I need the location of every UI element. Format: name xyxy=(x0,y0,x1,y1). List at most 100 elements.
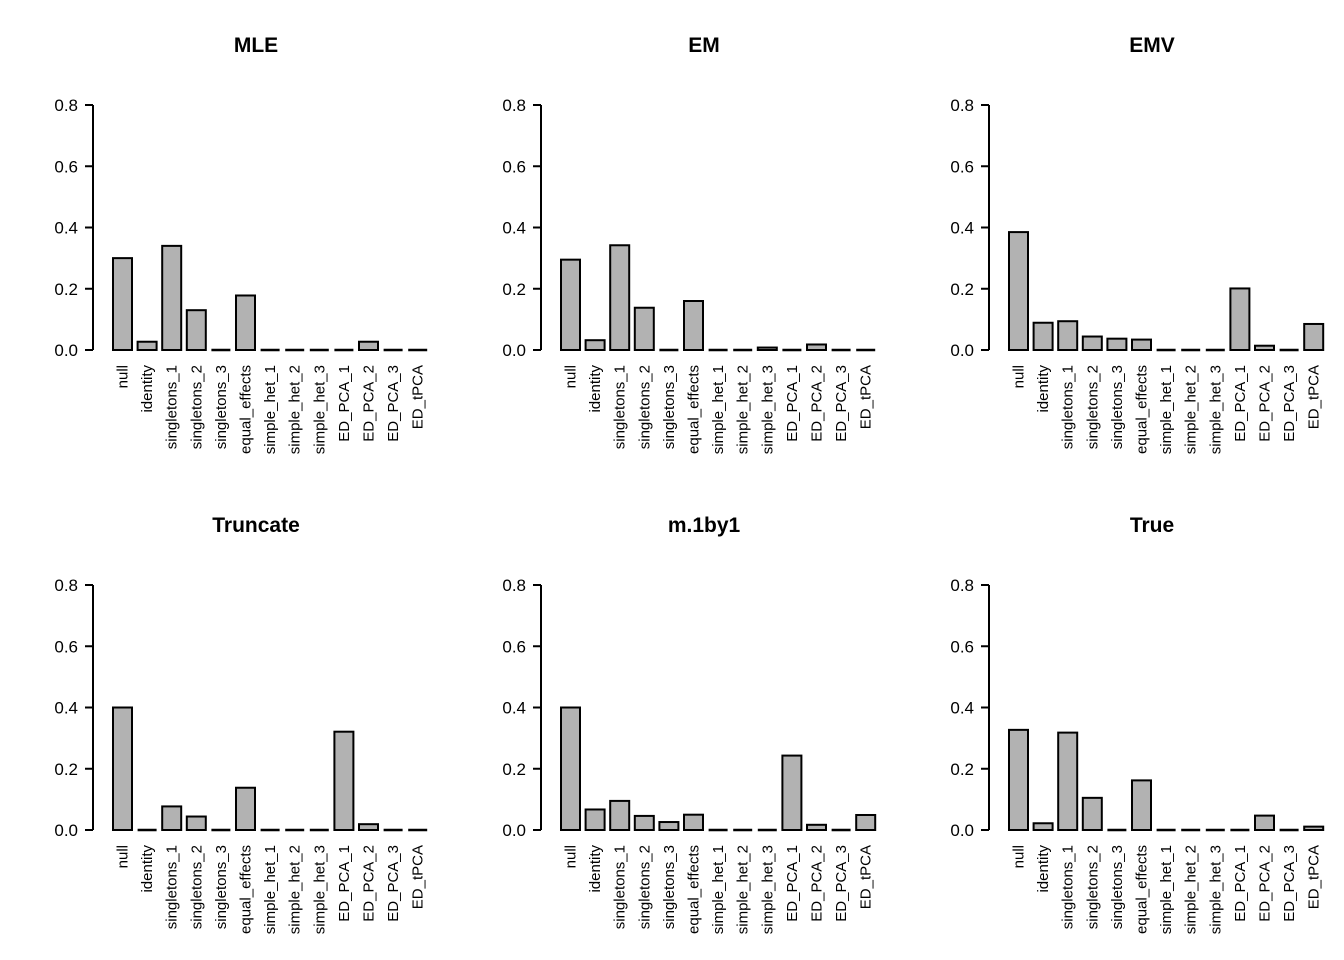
x-label-ED_tPCA: ED_tPCA xyxy=(858,365,875,429)
x-label-singletons_1: singletons_1 xyxy=(164,365,181,449)
x-label-null: null xyxy=(563,845,580,868)
bar-singletons_1 xyxy=(609,799,631,831)
bar-null xyxy=(112,257,133,351)
bar-ED_PCA_1 xyxy=(781,754,803,831)
x-label-ED_PCA_3: ED_PCA_3 xyxy=(385,845,402,922)
bar-ED_tPCA xyxy=(1303,825,1325,832)
chart-svg-true: True 0.0 0.2 0.4 0.6 0.8 null identity singleton… xyxy=(950,514,1325,934)
x-label-singletons_3: singletons_3 xyxy=(213,365,230,449)
bar-null xyxy=(1008,231,1029,351)
bar-singletons_2 xyxy=(185,815,207,831)
chart-title: Truncate xyxy=(212,514,300,537)
x-label-simple_het_3: simple_het_3 xyxy=(1207,845,1224,934)
x-label-equal_effects: equal_effects xyxy=(686,845,703,934)
chart-panel-emv: EMV 0.0 0.2 0.4 0.6 0.8 null identity singletons… xyxy=(896,0,1344,480)
bar-equal_effects xyxy=(683,813,704,831)
bar-singletons_2 xyxy=(633,814,655,832)
x-label-singletons_1: singletons_1 xyxy=(612,845,629,929)
y-tick-label: 0.2 xyxy=(502,760,526,779)
y-tick-label: 0.2 xyxy=(502,280,526,299)
x-label-null: null xyxy=(115,365,132,388)
x-label-singletons_2: singletons_2 xyxy=(188,845,205,929)
y-tick-label: 0.4 xyxy=(54,219,78,238)
x-label-ED_tPCA: ED_tPCA xyxy=(410,365,427,429)
x-label-simple_het_1: simple_het_1 xyxy=(262,365,279,454)
x-label-singletons_1: singletons_1 xyxy=(612,365,629,449)
y-tick-label: 0.2 xyxy=(54,760,78,779)
y-tick-label: 0.4 xyxy=(502,699,526,718)
bar-ED_PCA_2 xyxy=(806,823,827,832)
x-label-simple_het_3: simple_het_3 xyxy=(311,845,328,934)
y-tick-label: 0.6 xyxy=(502,157,526,176)
chart-title: EM xyxy=(688,34,720,57)
y-tick-label: 0.2 xyxy=(950,280,974,299)
bar-singletons_1 xyxy=(609,244,631,351)
chart-panel-em: EM 0.0 0.2 0.4 0.6 0.8 null identity singletons_… xyxy=(448,0,896,480)
bar-identity xyxy=(1032,321,1054,351)
bar-equal_effects xyxy=(1131,779,1152,832)
bar-ED_PCA_2 xyxy=(806,343,827,351)
x-label-ED_PCA_3: ED_PCA_3 xyxy=(833,845,850,922)
bar-ED_tPCA xyxy=(1303,322,1325,351)
bar-identity xyxy=(584,339,606,352)
y-tick-label: 0.4 xyxy=(950,219,974,238)
x-label-null: null xyxy=(115,845,132,868)
y-tick-label: 0.0 xyxy=(950,821,974,840)
chart-title: True xyxy=(1130,514,1174,537)
x-label-simple_het_2: simple_het_2 xyxy=(735,845,752,934)
chart-panel-m-1by1: m.1by1 0.0 0.2 0.4 0.6 0.8 null identity singlet… xyxy=(448,480,896,960)
x-label-ED_tPCA: ED_tPCA xyxy=(1306,845,1323,909)
x-label-null: null xyxy=(1011,365,1028,388)
bar-singletons_1 xyxy=(1057,320,1079,351)
x-label-singletons_3: singletons_3 xyxy=(661,365,678,449)
x-label-identity: identity xyxy=(587,845,604,893)
y-tick-label: 0.4 xyxy=(54,699,78,718)
bar-singletons_2 xyxy=(1081,796,1103,831)
x-label-simple_het_1: simple_het_1 xyxy=(710,845,727,934)
x-label-singletons_3: singletons_3 xyxy=(213,845,230,929)
x-label-ED_PCA_3: ED_PCA_3 xyxy=(1281,365,1298,442)
x-label-singletons_2: singletons_2 xyxy=(1084,365,1101,449)
bar-equal_effects xyxy=(235,786,256,831)
x-label-simple_het_2: simple_het_2 xyxy=(1183,365,1200,454)
chart-svg-emv: EMV 0.0 0.2 0.4 0.6 0.8 null identity singletons… xyxy=(950,34,1325,454)
x-label-ED_tPCA: ED_tPCA xyxy=(1306,365,1323,429)
x-label-simple_het_2: simple_het_2 xyxy=(735,365,752,454)
chart-svg-truncate: Truncate 0.0 0.2 0.4 0.6 0.8 null identity singl… xyxy=(54,514,428,934)
bar-ED_PCA_2 xyxy=(358,823,379,831)
x-label-ED_PCA_1: ED_PCA_1 xyxy=(336,845,353,922)
bar-identity xyxy=(136,340,158,352)
y-tick-label: 0.2 xyxy=(950,760,974,779)
x-label-ED_PCA_1: ED_PCA_1 xyxy=(784,365,801,442)
x-label-singletons_3: singletons_3 xyxy=(1109,365,1126,449)
y-tick-label: 0.8 xyxy=(54,576,78,595)
y-tick-label: 0.0 xyxy=(502,821,526,840)
x-label-ED_PCA_1: ED_PCA_1 xyxy=(336,365,353,442)
bar-singletons_3 xyxy=(658,821,680,832)
x-label-singletons_3: singletons_3 xyxy=(661,845,678,929)
bar-singletons_2 xyxy=(1081,335,1103,351)
x-label-singletons_1: singletons_1 xyxy=(1060,365,1077,449)
x-label-simple_het_1: simple_het_1 xyxy=(710,365,727,454)
chart-panel-truncate: Truncate 0.0 0.2 0.4 0.6 0.8 null identity singl… xyxy=(0,480,448,960)
y-tick-label: 0.8 xyxy=(950,96,974,115)
x-label-identity: identity xyxy=(1035,365,1052,413)
y-tick-label: 0.8 xyxy=(502,96,526,115)
x-label-ED_PCA_3: ED_PCA_3 xyxy=(833,365,850,442)
x-label-ED_PCA_1: ED_PCA_1 xyxy=(1232,845,1249,922)
bar-singletons_1 xyxy=(161,244,183,351)
x-label-equal_effects: equal_effects xyxy=(1134,365,1151,454)
x-label-ED_PCA_1: ED_PCA_1 xyxy=(1232,365,1249,442)
x-label-simple_het_1: simple_het_1 xyxy=(1158,365,1175,454)
x-label-simple_het_3: simple_het_3 xyxy=(311,365,328,454)
x-label-ED_PCA_3: ED_PCA_3 xyxy=(385,365,402,442)
x-label-ED_PCA_2: ED_PCA_2 xyxy=(809,845,826,922)
bar-null xyxy=(1008,728,1029,831)
x-label-simple_het_2: simple_het_2 xyxy=(1183,845,1200,934)
y-tick-label: 0.6 xyxy=(502,637,526,656)
x-label-singletons_1: singletons_1 xyxy=(1060,845,1077,929)
bar-singletons_1 xyxy=(161,805,183,832)
x-label-simple_het_1: simple_het_1 xyxy=(1158,845,1175,934)
x-label-equal_effects: equal_effects xyxy=(1134,845,1151,934)
